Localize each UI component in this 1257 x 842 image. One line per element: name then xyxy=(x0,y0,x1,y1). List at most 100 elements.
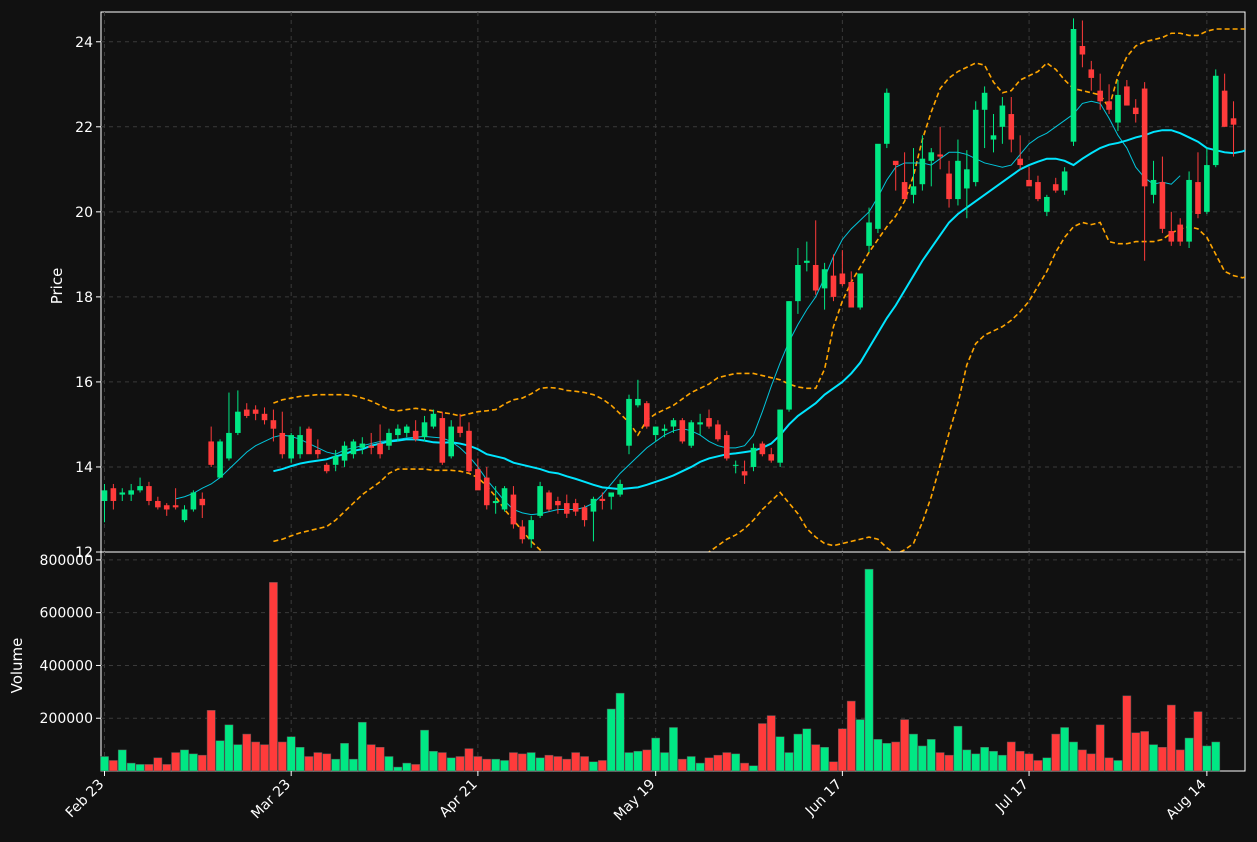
candle xyxy=(270,409,277,442)
volume-bar xyxy=(571,752,581,772)
candle xyxy=(315,439,321,459)
candle xyxy=(217,439,223,478)
candle xyxy=(110,483,117,510)
volume-bar xyxy=(109,760,118,772)
volume-bar xyxy=(722,752,732,772)
candle xyxy=(990,114,997,153)
candle-body xyxy=(652,426,659,436)
candle xyxy=(155,496,161,510)
volume-bar xyxy=(669,727,678,772)
candle-body xyxy=(1079,46,1086,55)
price-tick-label: 16 xyxy=(75,375,93,391)
candle xyxy=(483,466,490,510)
candle-body xyxy=(1088,69,1095,78)
volume-bar xyxy=(295,747,305,772)
volume-bar xyxy=(402,762,412,772)
candle-body xyxy=(679,420,686,442)
volume-bar xyxy=(944,754,954,772)
candle-body xyxy=(999,105,1006,127)
volume-bar xyxy=(678,758,687,772)
volume-bar xyxy=(615,692,625,772)
volume-bar xyxy=(855,719,865,772)
candle xyxy=(528,515,535,548)
candle-body xyxy=(724,435,730,459)
candle xyxy=(572,498,579,516)
volume-bar xyxy=(580,756,589,772)
volume-y-ticks: 200000 400000 600000 800000 xyxy=(40,553,101,727)
candle-body xyxy=(786,301,792,410)
candle xyxy=(457,413,463,438)
candle xyxy=(777,409,783,467)
candle-body xyxy=(235,411,241,433)
candle-body xyxy=(1035,182,1041,200)
candle-body xyxy=(457,426,463,433)
candle-body xyxy=(937,154,943,157)
candle xyxy=(546,490,552,512)
candle-body xyxy=(839,273,846,285)
candle xyxy=(519,520,526,544)
volume-bar xyxy=(766,715,776,772)
volume-bar xyxy=(304,756,314,772)
volume-tick-label: 800000 xyxy=(40,553,93,569)
volume-bar xyxy=(384,756,394,772)
volume-bar xyxy=(704,757,714,772)
candle xyxy=(768,447,775,463)
candle-body xyxy=(919,158,926,185)
candle xyxy=(297,426,303,459)
x-tick-label: Aug 14 xyxy=(1163,776,1209,822)
candle-body xyxy=(297,435,303,455)
candle-body xyxy=(430,413,437,427)
candle xyxy=(715,420,721,442)
volume-bar xyxy=(749,765,758,772)
candle-body xyxy=(510,494,517,525)
candle xyxy=(1230,101,1237,157)
candle-body xyxy=(670,420,677,427)
candle xyxy=(101,483,108,523)
candle xyxy=(750,443,757,472)
candle-body xyxy=(350,441,357,455)
x-tick-label: Apr 21 xyxy=(437,777,481,821)
volume-bar xyxy=(935,752,945,772)
volume-bar xyxy=(891,741,901,772)
candle-body xyxy=(386,432,392,446)
candle-body xyxy=(261,413,268,421)
volume-bar xyxy=(589,761,598,772)
volume-bar xyxy=(642,749,652,772)
x-tick-label: Mar 23 xyxy=(248,777,294,823)
candle-body xyxy=(1052,184,1059,191)
candle xyxy=(368,432,374,455)
candle-body xyxy=(537,486,543,516)
candle-body xyxy=(501,488,508,510)
candle xyxy=(439,411,446,465)
candle xyxy=(857,273,863,310)
candle-body xyxy=(1168,230,1175,242)
candle xyxy=(288,432,294,463)
candle-body xyxy=(181,509,188,521)
candle xyxy=(910,148,917,204)
candle-body xyxy=(1070,29,1077,142)
candle xyxy=(226,392,232,461)
candle-body xyxy=(732,464,739,466)
volume-bar xyxy=(206,710,216,772)
candle-body xyxy=(599,498,606,501)
candle xyxy=(252,405,259,421)
candle xyxy=(608,492,615,510)
candle xyxy=(661,424,668,438)
candle xyxy=(919,135,926,191)
candle-body xyxy=(1061,171,1068,191)
candle-body xyxy=(199,498,206,506)
candle xyxy=(972,101,979,187)
volume-bar xyxy=(349,758,358,772)
volume-bar xyxy=(1122,695,1132,772)
candle-body xyxy=(315,449,321,455)
volume-bar xyxy=(1158,747,1167,772)
volume-bar xyxy=(526,752,536,772)
candle xyxy=(555,496,561,514)
candle-body xyxy=(555,500,561,506)
candle xyxy=(1195,152,1201,219)
candle xyxy=(626,394,632,455)
candle xyxy=(1035,175,1041,202)
volume-bar xyxy=(180,749,189,772)
candle-body xyxy=(359,443,366,448)
